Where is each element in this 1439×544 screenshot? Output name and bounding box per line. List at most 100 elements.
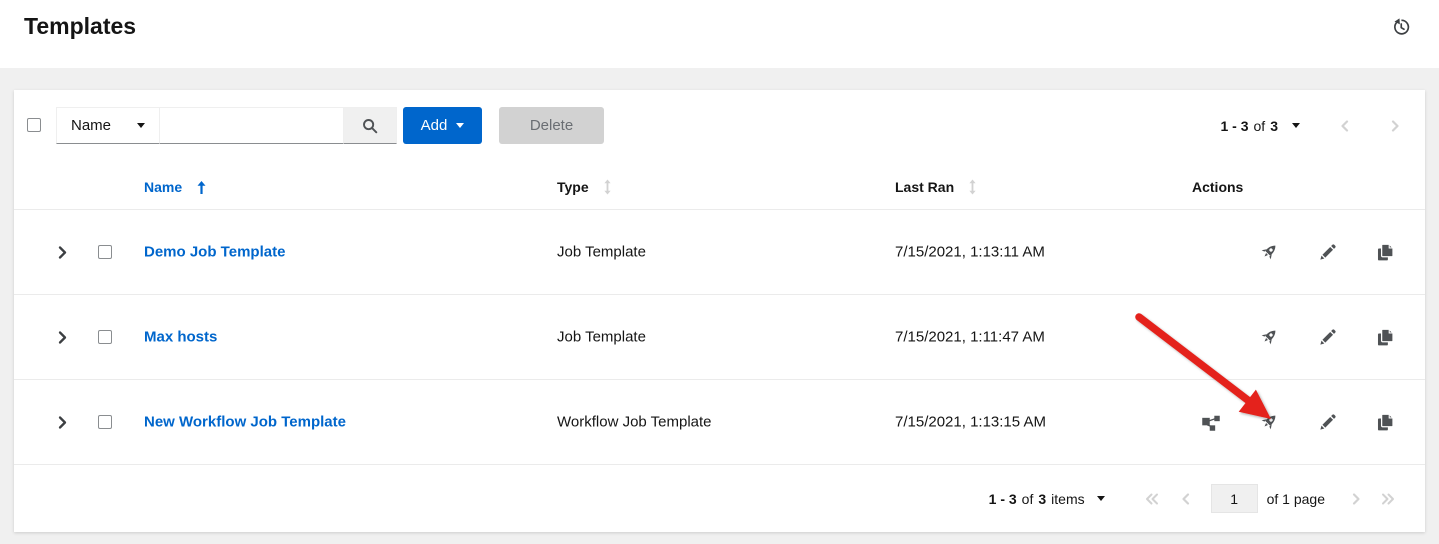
pagination-of-word: of [1253,117,1266,134]
chevron-right-icon [58,415,66,429]
table-header: Name Type Last Ran Actions [14,165,1425,210]
workflow-visualizer-icon [1202,415,1220,431]
table-row: Max hosts Job Template 7/15/2021, 1:11:4… [14,295,1425,380]
pencil-icon [1319,328,1336,345]
edit-button[interactable] [1317,242,1337,262]
search-input[interactable] [160,107,345,144]
launch-button[interactable] [1259,412,1279,432]
pagination-total: 3 [1270,117,1278,134]
rocket-icon [1261,245,1276,260]
column-header-actions: Actions [1192,165,1243,209]
add-button[interactable]: Add [403,107,482,144]
edit-button[interactable] [1317,412,1337,432]
pagination-range: 1 - 3 [1220,117,1249,134]
select-all-checkbox[interactable] [27,118,41,132]
row-actions [1259,295,1395,379]
row-checkbox[interactable] [98,245,112,259]
double-chevron-left-icon [1145,493,1158,504]
pagination-of-word: of [1021,490,1034,507]
copy-button[interactable] [1375,327,1395,347]
top-pagination: 1 - 3 of 3 [1221,107,1401,144]
template-type: Workflow Job Template [557,413,712,431]
page-count-label: of 1 page [1266,490,1325,507]
per-page-dropdown[interactable] [1292,123,1300,128]
expand-row-button[interactable] [48,210,76,294]
sort-icon [969,179,976,195]
list-toolbar: Name Add Delete 1 - 3 of 3 [14,90,1425,165]
column-label-actions: Actions [1192,179,1244,195]
first-page-button[interactable] [1145,492,1159,506]
previous-page-button[interactable] [1340,119,1350,133]
template-name-link[interactable]: New Workflow Job Template [144,413,346,431]
next-page-button[interactable] [1390,119,1400,133]
copy-icon [1377,328,1394,345]
pagination-range: 1 - 3 [988,490,1017,507]
column-label-name: Name [144,179,183,195]
filter-key-label: Name [71,117,112,134]
template-last-ran: 7/15/2021, 1:13:11 AM [895,243,1045,261]
chevron-left-icon [1341,119,1349,132]
table-row: New Workflow Job Template Workflow Job T… [14,380,1425,465]
edit-button[interactable] [1317,327,1337,347]
copy-button[interactable] [1375,412,1395,432]
expand-row-button[interactable] [48,380,76,464]
per-page-dropdown[interactable] [1096,496,1105,501]
chevron-right-icon [58,330,66,344]
row-actions [1201,380,1395,464]
chevron-right-icon [58,245,66,259]
row-checkbox[interactable] [98,415,112,429]
column-header-name[interactable]: Name [144,165,207,209]
pencil-icon [1319,413,1336,430]
current-page-input[interactable] [1210,484,1258,513]
visualizer-button[interactable] [1201,412,1221,432]
delete-button-label: Delete [529,117,574,134]
template-name-link[interactable]: Demo Job Template [144,243,286,261]
caret-down-icon [1096,496,1105,501]
template-last-ran: 7/15/2021, 1:13:15 AM [895,413,1046,431]
caret-down-icon [137,123,146,128]
pagination-total: 3 [1038,490,1047,507]
template-type: Job Template [557,243,646,261]
copy-button[interactable] [1375,242,1395,262]
templates-list-card: Name Add Delete 1 - 3 of 3 [14,90,1425,532]
double-chevron-right-icon [1382,493,1394,504]
activity-stream-button[interactable] [1387,13,1415,41]
history-icon [1394,18,1410,35]
sort-ascending-icon [197,180,206,194]
template-name-link[interactable]: Max hosts [144,328,218,346]
chevron-left-icon [1182,492,1189,505]
top-bar: Templates [0,0,1439,68]
column-header-last-ran[interactable]: Last Ran [895,165,977,209]
bottom-pagination: 1 - 3 of 3 items of 1 page [14,465,1425,532]
page-title: Templates [24,13,137,39]
template-type: Job Template [557,328,646,346]
filter-key-dropdown[interactable]: Name [56,107,161,144]
search-icon [363,118,378,133]
delete-button[interactable]: Delete [499,107,604,144]
column-label-type: Type [557,179,589,195]
previous-page-button[interactable] [1181,492,1191,506]
rocket-icon [1261,330,1276,345]
table-row: Demo Job Template Job Template 7/15/2021… [14,210,1425,295]
copy-icon [1377,243,1394,260]
rocket-icon [1261,415,1276,430]
row-actions [1259,210,1395,294]
caret-down-icon [1292,123,1300,128]
launch-button[interactable] [1259,327,1279,347]
row-checkbox[interactable] [98,330,112,344]
expand-row-button[interactable] [48,295,76,379]
next-page-button[interactable] [1351,492,1361,506]
template-last-ran: 7/15/2021, 1:11:47 AM [895,328,1045,346]
launch-button[interactable] [1259,242,1279,262]
search-filter-group: Name [56,107,398,144]
copy-icon [1377,413,1394,430]
caret-down-icon [456,123,465,128]
column-label-last-ran: Last Ran [895,179,955,195]
last-page-button[interactable] [1381,492,1395,506]
sort-icon [604,179,611,195]
pagination-items-word: items [1051,490,1085,507]
chevron-right-icon [1391,119,1399,132]
column-header-type[interactable]: Type [557,165,612,209]
search-button[interactable] [344,107,398,144]
pencil-icon [1319,243,1336,260]
